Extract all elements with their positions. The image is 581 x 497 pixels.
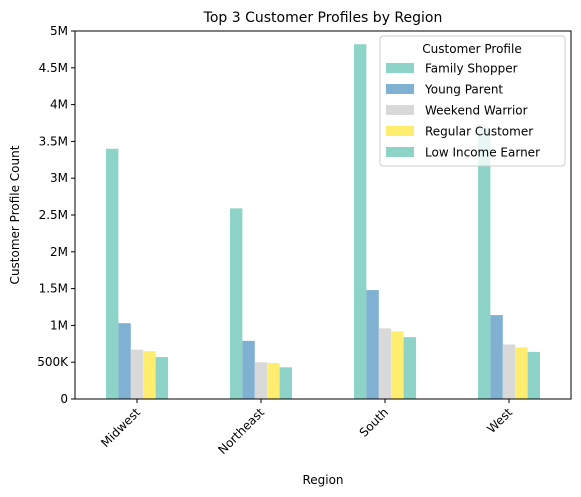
- x-tick-label: South: [357, 405, 392, 440]
- x-axis-label: Region: [302, 473, 343, 487]
- y-tick-label: 5M: [50, 24, 68, 38]
- x-tick-label: Northeast: [215, 405, 267, 457]
- y-tick-label: 3.5M: [39, 134, 68, 148]
- legend-box: [379, 35, 566, 167]
- bar-regular-customer-south: [391, 331, 404, 399]
- legend-swatch: [386, 147, 414, 157]
- y-tick-label: 0: [60, 392, 68, 406]
- bars-group: [106, 44, 540, 399]
- bar-young-parent-midwest: [118, 323, 131, 399]
- x-tick-label: West: [484, 405, 515, 436]
- y-tick-label: 2.5M: [39, 208, 68, 222]
- bar-family-shopper-northeast: [230, 208, 243, 399]
- x-tick-label: Midwest: [98, 405, 143, 450]
- legend-label: Weekend Warrior: [425, 104, 528, 118]
- y-tick-label: 1.5M: [39, 282, 68, 296]
- bar-regular-customer-northeast: [267, 362, 280, 399]
- bar-low-income-earner-west: [527, 351, 540, 399]
- y-tick-label: 4.5M: [39, 61, 68, 75]
- bar-young-parent-south: [366, 290, 379, 399]
- y-tick-label: 4M: [50, 98, 68, 112]
- legend-swatch: [386, 126, 414, 136]
- bar-young-parent-west: [490, 315, 503, 399]
- bar-low-income-earner-midwest: [155, 357, 168, 399]
- bar-weekend-warrior-south: [378, 328, 392, 399]
- legend-swatch: [386, 63, 414, 73]
- bar-family-shopper-south: [354, 44, 367, 399]
- x-axis: Midwest Northeast South West: [98, 399, 515, 457]
- bar-weekend-warrior-midwest: [130, 349, 144, 399]
- bar-regular-customer-midwest: [143, 351, 156, 399]
- bar-weekend-warrior-west: [502, 344, 516, 399]
- bar-regular-customer-west: [515, 347, 528, 399]
- bar-family-shopper-midwest: [106, 148, 119, 399]
- y-tick-label: 2M: [50, 245, 68, 259]
- legend-title: Customer Profile: [422, 42, 521, 56]
- y-tick-label: 3M: [50, 171, 68, 185]
- bar-low-income-earner-south: [403, 337, 416, 399]
- bar-young-parent-northeast: [242, 340, 255, 399]
- bar-family-shopper-west: [478, 128, 491, 399]
- legend-items: Family Shopper Young Parent Weekend Warrio…: [386, 62, 540, 160]
- legend-label: Young Parent: [424, 83, 503, 97]
- y-tick-label: 500K: [37, 355, 69, 369]
- y-tick-label: 1M: [50, 318, 68, 332]
- bar-low-income-earner-northeast: [279, 367, 292, 399]
- legend-label: Regular Customer: [425, 125, 533, 139]
- legend: Customer Profile Family Shopper Young Par…: [379, 35, 566, 167]
- legend-swatch: [386, 105, 414, 115]
- chart-title: Top 3 Customer Profiles by Region: [203, 10, 443, 26]
- legend-label: Low Income Earner: [425, 146, 540, 160]
- bar-weekend-warrior-northeast: [254, 362, 268, 399]
- legend-label: Family Shopper: [425, 62, 518, 76]
- legend-swatch: [386, 84, 414, 94]
- y-axis: 0 500K 1M 1.5M 2M 2.5M 3M 3.5M 4M 4.5M 5M: [37, 24, 75, 406]
- y-axis-label: Customer Profile Count: [8, 145, 22, 284]
